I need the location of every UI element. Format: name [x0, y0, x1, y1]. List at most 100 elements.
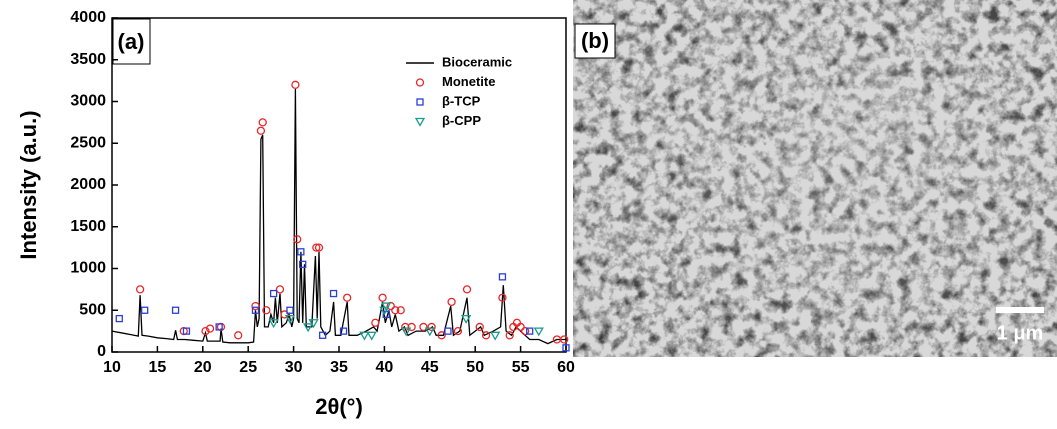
marker-square — [171, 306, 180, 314]
marker-circle — [205, 324, 215, 333]
marker-square — [297, 248, 305, 256]
marker-circle — [343, 293, 352, 302]
marker-triangle — [308, 319, 319, 329]
marker-square — [215, 323, 223, 331]
y-tick-label: 4000 — [70, 9, 106, 26]
marker-square — [526, 327, 534, 335]
y-axis-title: Intensity (a.u.) — [16, 110, 41, 259]
marker-triangle — [490, 331, 501, 341]
scale-bar-label: 1 μm — [997, 322, 1044, 344]
y-tick-label: 3500 — [70, 51, 106, 68]
marker-circle — [427, 322, 436, 332]
marker-circle — [520, 326, 530, 336]
marker-circle — [291, 80, 300, 89]
marker-circle — [453, 326, 463, 336]
marker-triangle — [284, 314, 296, 324]
marker-square — [115, 314, 123, 323]
marker-circle — [293, 235, 302, 244]
x-tick-label: 50 — [466, 359, 484, 376]
marker-square — [299, 260, 307, 268]
sem-panel: (b) 1 μm — [573, 0, 1057, 357]
legend-label: Bioceramic — [442, 54, 512, 69]
legend-label: Monetite — [442, 74, 495, 89]
marker-circle — [256, 126, 266, 135]
panel-label: (a) — [118, 29, 145, 54]
x-tick-label: 15 — [149, 359, 167, 376]
x-tick-label: 55 — [512, 359, 530, 376]
marker-triangle — [268, 319, 279, 329]
marker-circle — [391, 306, 400, 315]
marker-circle — [251, 301, 260, 311]
marker-circle — [258, 118, 267, 127]
y-tick-label: 2000 — [70, 176, 106, 193]
marker-circle — [280, 310, 289, 319]
marker-square — [562, 344, 570, 352]
legend-label: β-TCP — [442, 93, 481, 108]
y-tick-label: 1000 — [70, 260, 106, 277]
y-tick-label: 0 — [97, 343, 106, 360]
x-tick-label: 20 — [194, 359, 212, 376]
y-tick-label: 500 — [79, 301, 106, 318]
marker-triangle — [303, 323, 314, 333]
marker-square — [498, 273, 507, 281]
x-axis-title: 2θ(°) — [315, 394, 363, 419]
marker-square — [269, 289, 278, 298]
marker-triangle — [401, 327, 412, 337]
marker-square — [286, 306, 294, 314]
marker-square — [251, 306, 260, 314]
marker-circle — [437, 331, 446, 340]
x-tick-label: 35 — [330, 359, 348, 376]
y-tick-label: 2500 — [70, 134, 106, 151]
marker-circle — [505, 331, 514, 340]
marker-triangle — [366, 331, 377, 341]
x-tick-label: 10 — [103, 359, 121, 376]
x-tick-label: 40 — [376, 359, 394, 376]
x-tick-label: 60 — [557, 359, 575, 376]
marker-circle — [234, 331, 243, 340]
marker-circle — [481, 331, 491, 340]
marker-circle — [447, 297, 456, 307]
sem-texture — [573, 0, 1057, 357]
legend-symbol — [414, 117, 426, 127]
panel-label-box — [112, 18, 151, 65]
marker-circle — [135, 285, 145, 294]
marker-square — [182, 327, 191, 335]
marker-circle — [262, 306, 271, 315]
marker-square — [141, 306, 149, 314]
marker-triangle — [359, 331, 370, 341]
chart: (a) 2θ(°) Intensity (a.u.) 10 15 20 25 30 35 4… — [16, 9, 575, 419]
marker-square — [319, 331, 327, 339]
marker-triangle — [424, 327, 435, 337]
marker-triangle — [533, 327, 544, 337]
marker-triangle — [460, 314, 472, 324]
legend-label: β-CPP — [442, 113, 481, 128]
marker-circle — [419, 322, 428, 332]
x-tick-label: 25 — [239, 359, 257, 376]
legend-symbol — [415, 78, 425, 87]
marker-circle — [312, 243, 321, 252]
marker-circle — [560, 335, 569, 344]
marker-circle — [371, 318, 380, 327]
panel-label: (b) — [581, 28, 609, 53]
y-tick-label: 1500 — [70, 218, 106, 235]
marker-circle — [396, 306, 405, 315]
marker-circle — [378, 293, 387, 302]
panel-label-box — [574, 23, 616, 59]
x-tick-label: 45 — [421, 359, 439, 376]
marker-circle — [201, 326, 210, 336]
marker-circle — [516, 322, 525, 332]
y-tick-label: 3000 — [70, 93, 106, 110]
marker-circle — [462, 285, 472, 294]
marker-circle — [498, 293, 507, 302]
x-tick-label: 30 — [285, 359, 303, 376]
marker-square — [339, 327, 348, 335]
marker-triangle — [381, 302, 392, 312]
marker-square — [329, 289, 338, 298]
marker-square — [444, 327, 452, 335]
marker-circle — [314, 243, 324, 252]
marker-circle — [475, 322, 484, 332]
legend-symbol — [416, 98, 424, 106]
marker-circle — [275, 285, 285, 294]
marker-circle — [407, 322, 416, 332]
